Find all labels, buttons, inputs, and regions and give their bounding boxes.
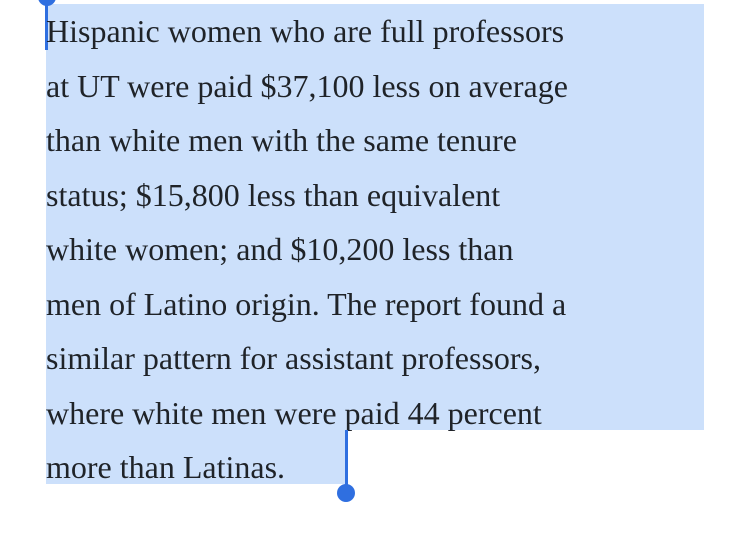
selection-end-handle[interactable] (345, 430, 348, 486)
paragraph-line: at UT were paid $37,100 less on average (46, 67, 568, 104)
paragraph-line: men of Latino origin. The report found a (46, 285, 567, 322)
paragraph-line: than white men with the same tenure (46, 122, 517, 158)
paragraph-line: Hispanic women who are full professors (46, 13, 565, 49)
paragraph-line: status; $15,800 less than equivalent (46, 176, 501, 213)
article-paragraph: Hispanic women who are full professors a… (46, 0, 746, 491)
paragraph-line: where white men were paid 44 percent (46, 394, 542, 431)
selection-end-handle-knob[interactable] (337, 484, 355, 502)
selection-highlight-main (46, 4, 704, 430)
selection-start-handle[interactable] (45, 0, 48, 50)
selection-highlight-last-line (46, 430, 346, 484)
paragraph-line: more than Latinas. (46, 449, 286, 485)
paragraph-line: white women; and $10,200 less than (46, 231, 514, 267)
paragraph-line: similar pattern for assistant professors… (46, 340, 541, 376)
